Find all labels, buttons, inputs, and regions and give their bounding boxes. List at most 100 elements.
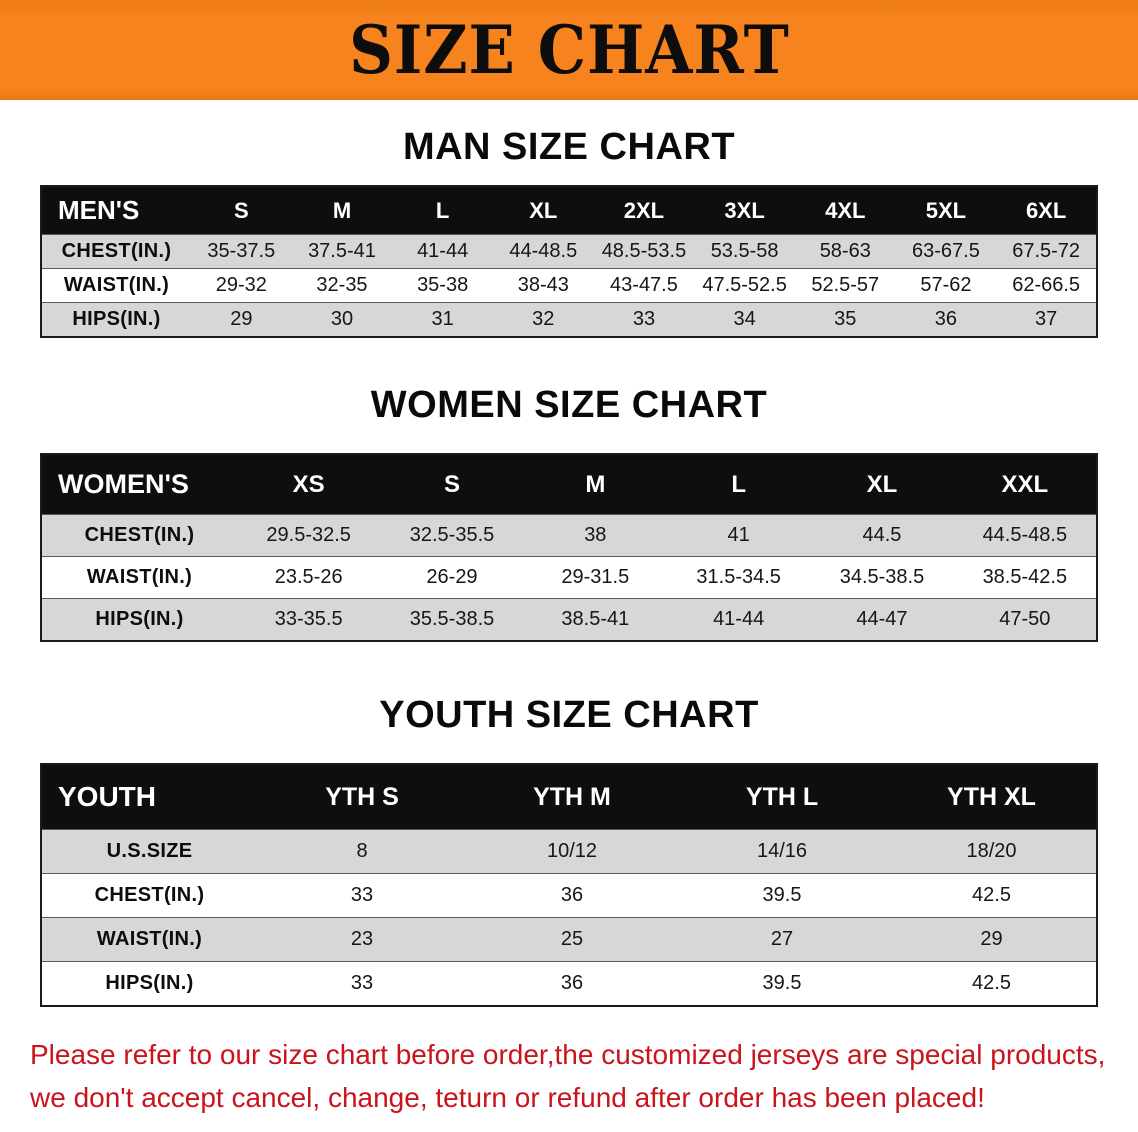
size-value-cell: 44-47 xyxy=(856,608,908,630)
measurement-row-label: HIPS(IN.) xyxy=(95,608,184,630)
size-column-header: YTH M xyxy=(467,764,677,830)
page-title: SIZE CHART xyxy=(348,11,790,89)
size-value-cell: 29.5-32.5 xyxy=(266,524,351,546)
size-column-header: L xyxy=(392,186,493,235)
size-column-header: 2XL xyxy=(593,186,695,235)
size-value-cell: 27 xyxy=(770,928,794,950)
measurement-row-label: HIPS(IN.) xyxy=(105,972,194,994)
table-header-row: WOMEN'S XS S M L XL XXL xyxy=(41,454,1097,515)
measurement-row-label: WAIST(IN.) xyxy=(86,566,193,588)
size-value-cell: 32 xyxy=(532,308,555,330)
table-row: WAIST(IN.) 23.5-26 26-29 29-31.5 31.5-34.5 34… xyxy=(41,556,1097,599)
size-value-cell: 34.5-38.5 xyxy=(839,566,925,588)
size-value-cell: 33 xyxy=(350,884,374,906)
size-value-cell: 38.5-42.5 xyxy=(982,566,1068,588)
table-header-row: MEN'S S M L XL 2XL 3XL 4XL 5XL 6XL xyxy=(41,186,1097,235)
size-value-cell: 34 xyxy=(733,308,756,330)
size-value-cell: 36 xyxy=(560,972,584,994)
size-column-header: XL xyxy=(492,186,594,235)
youth-section-heading: YOUTH SIZE CHART xyxy=(379,694,759,736)
table-row: CHEST(IN.) 29.5-32.5 32.5-35.5 38 41 44.5 44.5… xyxy=(41,514,1097,557)
measurement-row-label: CHEST(IN.) xyxy=(84,524,195,546)
size-value-cell: 37.5-41 xyxy=(308,240,376,262)
size-value-cell: 48.5-53.5 xyxy=(601,240,687,262)
size-column-header: XL xyxy=(810,454,954,515)
men-size-section: MAN SIZE CHART MEN'S S M L XL 2XL 3XL 4XL 5XL 6XL… xyxy=(0,126,1138,338)
men-section-heading: MAN SIZE CHART xyxy=(402,126,736,168)
size-value-cell: 44.5 xyxy=(862,524,902,546)
size-value-cell: 29-32 xyxy=(215,274,267,296)
table-row: HIPS(IN.) 33-35.5 35.5-38.5 38.5-41 41-44 44-… xyxy=(41,598,1097,641)
size-value-cell: 33 xyxy=(350,972,374,994)
size-value-cell: 25 xyxy=(560,928,584,950)
size-value-cell: 37 xyxy=(1035,308,1058,330)
table-row: U.S.SIZE 8 10/12 14/16 18/20 xyxy=(41,829,1097,874)
size-value-cell: 42.5 xyxy=(972,972,1011,994)
size-value-cell: 29 xyxy=(230,308,253,330)
table-group-label: MEN'S xyxy=(41,186,191,235)
size-value-cell: 36 xyxy=(560,884,584,906)
size-column-header: YTH XL xyxy=(887,764,1097,830)
disclaimer-line-2: we don't accept cancel, change, teturn o… xyxy=(30,1082,985,1114)
table-row: HIPS(IN.) 33 36 39.5 42.5 xyxy=(41,961,1097,1006)
measurement-row-label: WAIST(IN.) xyxy=(63,274,170,296)
size-value-cell: 29-31.5 xyxy=(561,566,630,588)
size-value-cell: 62-66.5 xyxy=(1012,274,1081,296)
size-column-header: XXL xyxy=(953,454,1097,515)
size-value-cell: 35-38 xyxy=(417,274,469,296)
size-value-cell: 47.5-52.5 xyxy=(702,274,787,296)
size-value-cell: 32.5-35.5 xyxy=(409,524,495,546)
size-value-cell: 38 xyxy=(584,524,607,546)
size-value-cell: 30 xyxy=(330,308,354,330)
size-value-cell: 33 xyxy=(632,308,656,330)
measurement-row-label: U.S.SIZE xyxy=(106,840,193,862)
size-value-cell: 38-43 xyxy=(517,274,569,296)
size-column-header: 5XL xyxy=(895,186,997,235)
table-row: HIPS(IN.) 29 30 31 32 33 34 35 36 37 xyxy=(41,302,1097,337)
size-value-cell: 26-29 xyxy=(426,566,478,588)
youth-size-table: YOUTH YTH S YTH M YTH L YTH XL U.S.SIZE 8 10/12… xyxy=(40,763,1098,1007)
size-value-cell: 57-62 xyxy=(920,274,972,296)
size-value-cell: 58-63 xyxy=(819,240,871,262)
size-value-cell: 38.5-41 xyxy=(561,608,630,630)
size-value-cell: 35 xyxy=(834,308,857,330)
size-value-cell: 53.5-58 xyxy=(710,240,779,262)
size-column-header: YTH L xyxy=(677,764,887,830)
measurement-row-label: WAIST(IN.) xyxy=(96,928,203,950)
table-header-row: YOUTH YTH S YTH M YTH L YTH XL xyxy=(41,764,1097,830)
size-column-header: 4XL xyxy=(794,186,896,235)
size-value-cell: 63-67.5 xyxy=(912,240,980,262)
table-row: WAIST(IN.) 23 25 27 29 xyxy=(41,917,1097,962)
size-value-cell: 35.5-38.5 xyxy=(409,608,495,630)
men-size-table: MEN'S S M L XL 2XL 3XL 4XL 5XL 6XL CHEST(IN.) 35-37… xyxy=(40,185,1098,338)
size-column-header: 6XL xyxy=(996,186,1097,235)
size-value-cell: 14/16 xyxy=(756,840,808,862)
size-column-header: 3XL xyxy=(694,186,795,235)
size-column-header: S xyxy=(191,186,292,235)
table-group-label: WOMEN'S xyxy=(41,454,237,515)
table-row: CHEST(IN.) 33 36 39.5 42.5 xyxy=(41,873,1097,918)
women-size-section: WOMEN SIZE CHART WOMEN'S XS S M L XL XXL CHEST(… xyxy=(0,384,1138,642)
size-value-cell: 29 xyxy=(980,928,1003,950)
women-section-heading: WOMEN SIZE CHART xyxy=(370,384,768,426)
size-value-cell: 44-48.5 xyxy=(509,240,578,262)
size-value-cell: 52.5-57 xyxy=(811,274,880,296)
size-value-cell: 44.5-48.5 xyxy=(982,524,1068,546)
size-value-cell: 32-35 xyxy=(316,274,368,296)
disclaimer: Please refer to our size chart before or… xyxy=(0,1033,1138,1120)
size-column-header: M xyxy=(291,186,393,235)
women-size-table: WOMEN'S XS S M L XL XXL CHEST(IN.) 29.5-32.5 32.5… xyxy=(40,453,1098,642)
size-value-cell: 47-50 xyxy=(999,608,1051,630)
table-row: CHEST(IN.) 35-37.5 37.5-41 41-44 44-48.5 48.5… xyxy=(41,234,1097,269)
banner: SIZE CHART xyxy=(0,0,1138,100)
size-column-header: XS xyxy=(237,454,381,515)
size-value-cell: 43-47.5 xyxy=(610,274,678,296)
table-row: WAIST(IN.) 29-32 32-35 35-38 38-43 43-47.5 47.… xyxy=(41,268,1097,303)
size-value-cell: 41 xyxy=(727,524,750,546)
measurement-row-label: CHEST(IN.) xyxy=(61,240,172,262)
size-value-cell: 33-35.5 xyxy=(274,608,343,630)
size-column-header: YTH S xyxy=(257,764,467,830)
size-column-header: M xyxy=(523,454,667,515)
size-value-cell: 67.5-72 xyxy=(1012,240,1081,262)
size-value-cell: 18/20 xyxy=(966,840,1017,862)
